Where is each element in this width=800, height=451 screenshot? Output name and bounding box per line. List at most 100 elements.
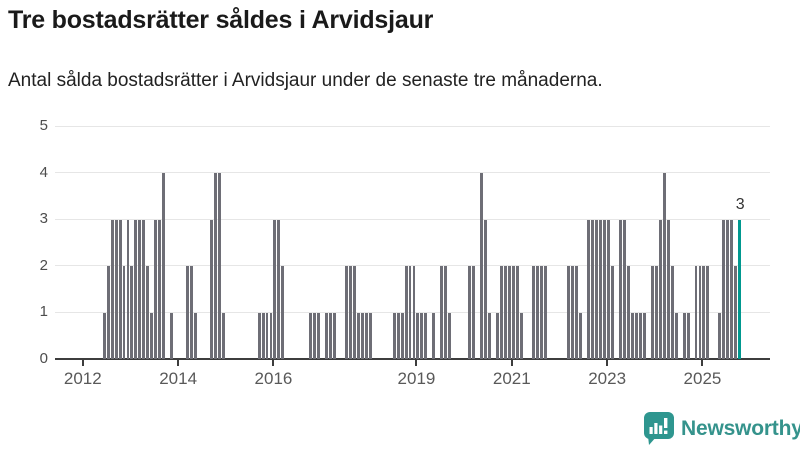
gridline [55, 265, 770, 266]
bar [623, 219, 626, 359]
plot-area [55, 125, 770, 360]
bar [309, 312, 313, 359]
bar [261, 312, 265, 359]
bar [138, 219, 142, 359]
x-axis-tick [606, 359, 609, 366]
bar [404, 266, 408, 359]
bar [575, 266, 579, 359]
bar [344, 266, 348, 359]
y-axis-tick-label: 5 [39, 117, 48, 134]
bar [265, 312, 269, 359]
bar [110, 219, 114, 359]
bar [368, 312, 372, 359]
bar [666, 219, 670, 359]
x-axis-tick [81, 359, 84, 366]
bar [591, 219, 595, 359]
bar [257, 312, 261, 359]
bar [424, 312, 428, 359]
bar [650, 266, 654, 359]
gridline [55, 172, 770, 173]
bar [432, 312, 436, 359]
bar [444, 266, 448, 359]
bar [579, 312, 583, 359]
bar [674, 312, 678, 359]
bar [277, 219, 281, 359]
x-axis-tick [510, 359, 513, 366]
bar [281, 266, 285, 359]
bar [480, 173, 483, 359]
bar [603, 219, 607, 359]
bar [519, 312, 523, 359]
bar [587, 219, 591, 359]
bar [356, 312, 360, 359]
bar [630, 312, 634, 359]
y-axis-tick-label: 3 [39, 210, 48, 227]
x-axis-tick-label: 2025 [683, 368, 722, 388]
bar [130, 266, 134, 359]
bar [726, 219, 730, 359]
bar [102, 312, 106, 359]
x-axis-tick-label: 2019 [397, 368, 436, 388]
bar [595, 219, 599, 359]
x-axis-tick [701, 359, 704, 366]
bar [396, 312, 400, 359]
bar [706, 266, 710, 359]
y-axis-tick-label: 2 [39, 256, 48, 274]
x-axis-tick-label: 2016 [254, 368, 293, 388]
bar [686, 312, 690, 359]
bar [484, 219, 487, 359]
bar [317, 312, 321, 359]
bar [194, 312, 197, 359]
bar [730, 219, 734, 359]
bar [662, 173, 666, 359]
bar [658, 219, 662, 359]
highlighted-bar [738, 219, 742, 359]
bar [535, 266, 539, 359]
bar [154, 219, 158, 359]
bar [269, 312, 273, 359]
bar [333, 312, 337, 359]
bar [531, 266, 535, 359]
bar [495, 312, 499, 359]
bar [313, 312, 317, 359]
x-axis-tick [272, 359, 275, 366]
bar [599, 219, 603, 359]
y-axis-tick-label: 0 [39, 349, 48, 367]
bar [539, 266, 543, 359]
bar [638, 312, 642, 359]
bar [571, 266, 575, 359]
x-axis-tick-label: 2014 [159, 368, 198, 388]
bar [698, 266, 702, 359]
bar [682, 312, 686, 359]
bar [607, 219, 611, 359]
bar [611, 266, 615, 359]
y-axis-tick-label: 1 [39, 303, 48, 320]
bar [468, 266, 472, 359]
bar [694, 266, 698, 359]
bar [146, 266, 150, 359]
bar [420, 312, 424, 359]
bar [400, 312, 404, 359]
x-axis-tick [177, 359, 180, 366]
bar [503, 266, 507, 359]
bar [722, 219, 726, 359]
bar [325, 312, 329, 359]
bar [416, 312, 420, 359]
bar [718, 312, 722, 359]
bar [619, 219, 623, 359]
bar [126, 219, 130, 359]
newsworthy-logo[interactable]: Newsworthy [644, 412, 800, 446]
bar [507, 266, 511, 359]
bar [499, 266, 503, 359]
bar [329, 312, 333, 359]
x-axis-tick-label: 2012 [63, 368, 102, 388]
bar [670, 266, 674, 359]
bar [702, 266, 706, 359]
bar [408, 266, 412, 359]
bar [217, 173, 221, 359]
x-axis-tick-label: 2021 [492, 368, 531, 388]
bar [515, 266, 519, 359]
bar [392, 312, 396, 359]
bar [360, 312, 364, 359]
chart-subtitle: Antal sålda bostadsrätter i Arvidsjaur u… [8, 70, 603, 91]
